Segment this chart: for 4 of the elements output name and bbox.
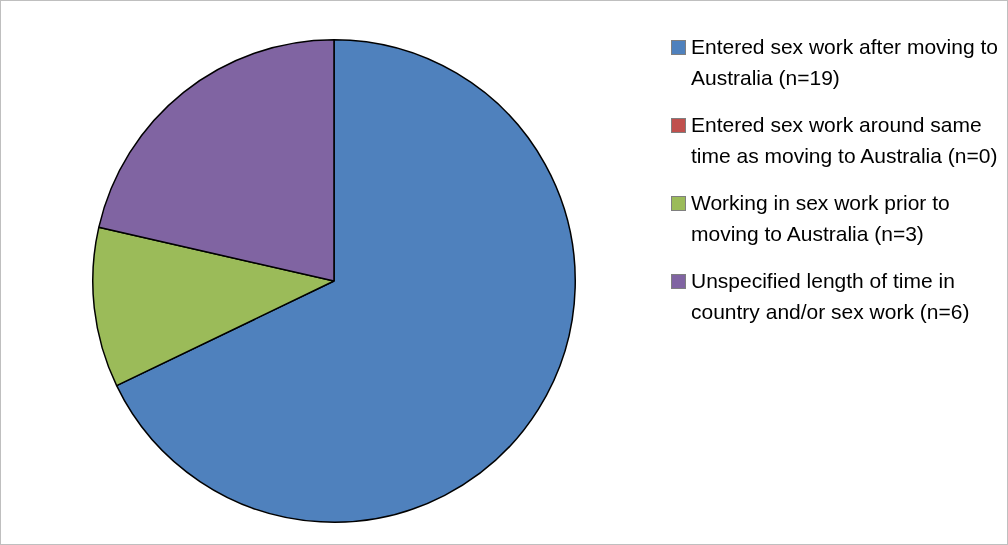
- legend-label: Entered sex work after moving to Australia (n=19): [691, 34, 999, 91]
- legend-label: Unspecified length of time in country and/or sex work (n=6): [691, 268, 971, 325]
- legend-label: Entered sex work around same time as moving to Australia (n=0): [691, 112, 999, 169]
- legend-label: Working in sex work prior to moving to Australia (n=3): [691, 190, 951, 247]
